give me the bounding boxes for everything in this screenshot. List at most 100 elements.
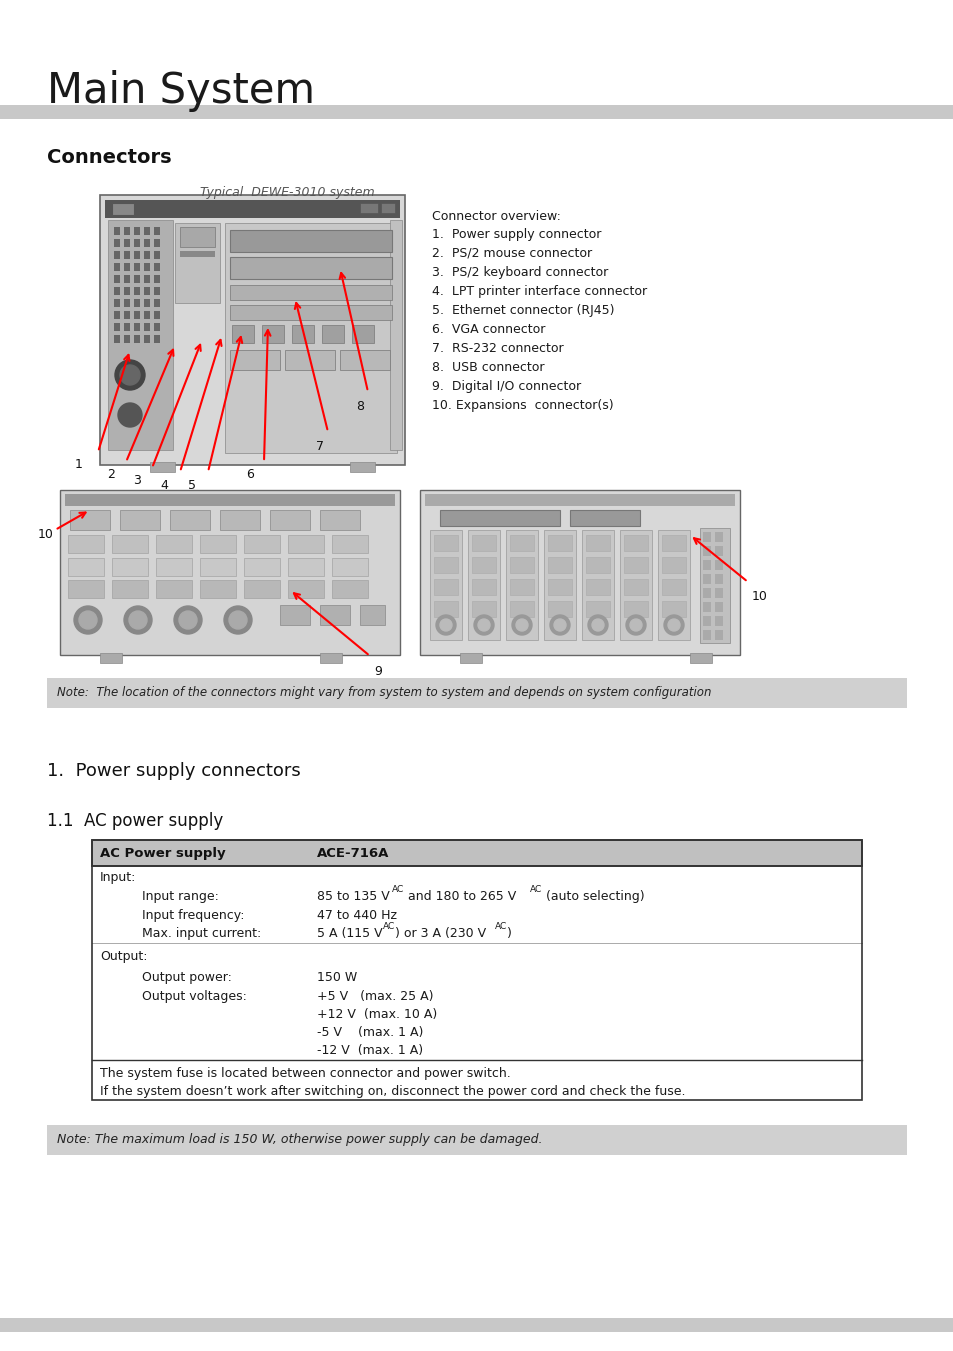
Circle shape — [554, 619, 565, 631]
Circle shape — [229, 611, 247, 630]
Bar — [113, 251, 120, 259]
Text: Output power:: Output power: — [142, 971, 232, 984]
Text: AC Power supply: AC Power supply — [100, 847, 226, 861]
Text: 6: 6 — [246, 467, 253, 481]
Bar — [434, 535, 457, 551]
Bar — [585, 535, 609, 551]
Circle shape — [625, 615, 645, 635]
Bar — [153, 286, 160, 295]
Bar — [285, 350, 335, 370]
Circle shape — [474, 615, 494, 635]
Bar — [112, 580, 148, 598]
Bar — [153, 335, 160, 343]
Bar — [156, 580, 192, 598]
Bar — [230, 350, 280, 370]
Bar — [174, 223, 220, 303]
Bar — [510, 580, 534, 594]
Bar — [623, 580, 647, 594]
Bar — [547, 601, 572, 617]
Circle shape — [120, 365, 140, 385]
Bar — [108, 220, 172, 450]
Bar — [230, 285, 392, 300]
Text: +12 V  (max. 10 A): +12 V (max. 10 A) — [316, 1008, 436, 1021]
Bar — [113, 227, 120, 235]
Bar — [702, 574, 710, 584]
Bar — [352, 326, 374, 343]
Bar — [700, 528, 729, 643]
Bar — [714, 561, 722, 570]
Bar — [133, 227, 140, 235]
Bar — [322, 326, 344, 343]
Bar — [113, 239, 120, 247]
Bar — [350, 462, 375, 471]
Bar — [124, 311, 130, 319]
Bar — [100, 195, 405, 465]
Text: Note:  The location of the connectors might vary from system to system and depen: Note: The location of the connectors mig… — [57, 686, 711, 698]
Bar — [70, 509, 110, 530]
Bar — [714, 546, 722, 557]
Bar — [113, 323, 120, 331]
Bar — [124, 286, 130, 295]
Bar — [144, 299, 150, 307]
Bar — [702, 532, 710, 542]
Text: Input:: Input: — [100, 871, 136, 884]
Text: Max. input current:: Max. input current: — [142, 927, 261, 940]
Circle shape — [179, 611, 196, 630]
Bar — [661, 557, 685, 573]
Bar — [439, 509, 559, 526]
Bar — [661, 601, 685, 617]
Bar — [280, 605, 310, 626]
Text: 7.  RS-232 connector: 7. RS-232 connector — [432, 342, 563, 355]
Bar — [702, 588, 710, 598]
Bar — [200, 580, 235, 598]
Bar — [702, 616, 710, 626]
Circle shape — [477, 619, 490, 631]
Text: ): ) — [506, 927, 512, 940]
Bar — [339, 350, 390, 370]
Circle shape — [667, 619, 679, 631]
Bar — [180, 251, 214, 257]
Text: 85 to 135 V: 85 to 135 V — [316, 890, 390, 902]
Bar — [472, 535, 496, 551]
Text: -5 V    (max. 1 A): -5 V (max. 1 A) — [316, 1025, 423, 1039]
Bar — [113, 311, 120, 319]
Bar — [623, 601, 647, 617]
Bar — [472, 580, 496, 594]
Circle shape — [663, 615, 683, 635]
Text: Main System: Main System — [47, 70, 314, 112]
Bar — [434, 580, 457, 594]
Bar — [547, 535, 572, 551]
Text: ACE-716A: ACE-716A — [316, 847, 389, 861]
Bar — [714, 616, 722, 626]
Text: 7: 7 — [315, 440, 324, 453]
Bar — [332, 558, 368, 576]
Bar — [124, 227, 130, 235]
Bar — [124, 276, 130, 282]
Bar — [133, 335, 140, 343]
Text: Typical  DEWE-3010 system: Typical DEWE-3010 system — [200, 186, 375, 199]
Text: and 180 to 265 V: and 180 to 265 V — [403, 890, 516, 902]
Text: 4: 4 — [160, 480, 168, 492]
Bar — [702, 630, 710, 640]
Bar — [619, 530, 651, 640]
Circle shape — [118, 403, 142, 427]
Text: Input frequency:: Input frequency: — [142, 909, 244, 921]
Bar — [510, 601, 534, 617]
Text: 1.  Power supply connector: 1. Power supply connector — [432, 228, 600, 240]
Bar — [124, 335, 130, 343]
Text: 47 to 440 Hz: 47 to 440 Hz — [316, 909, 396, 921]
Bar — [65, 494, 395, 507]
Bar — [230, 230, 392, 253]
Bar — [156, 535, 192, 553]
Bar — [543, 530, 576, 640]
Bar — [332, 535, 368, 553]
Text: 2: 2 — [107, 467, 114, 481]
Text: ) or 3 A (230 V: ) or 3 A (230 V — [395, 927, 486, 940]
Bar — [225, 223, 396, 453]
Bar — [112, 558, 148, 576]
Bar — [434, 601, 457, 617]
Circle shape — [224, 607, 252, 634]
Text: 1: 1 — [75, 458, 83, 471]
Bar — [714, 532, 722, 542]
Bar — [112, 535, 148, 553]
